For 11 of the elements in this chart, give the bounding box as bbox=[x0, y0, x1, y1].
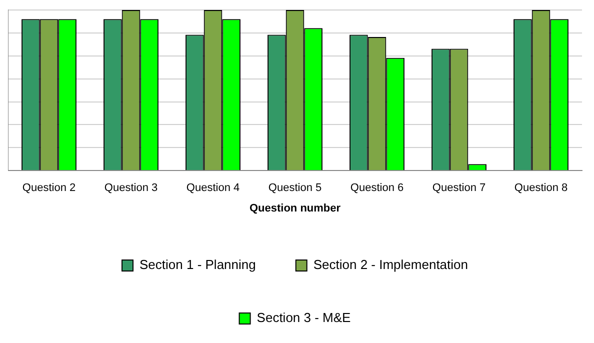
x-tick-label: Question 3 bbox=[104, 182, 158, 194]
x-tick-label: Question 6 bbox=[350, 182, 404, 194]
x-tick-label: Question 2 bbox=[22, 182, 76, 194]
legend-label: Section 3 - M&E bbox=[256, 310, 352, 326]
legend-label: Section 1 - Planning bbox=[140, 257, 256, 272]
x-tick-label: Question 7 bbox=[432, 182, 486, 194]
x-tick-label: Question 8 bbox=[514, 182, 568, 194]
x-tick-label: Question 4 bbox=[186, 182, 240, 194]
x-axis-title: Question number bbox=[249, 202, 342, 214]
legend-label: Section 2 - Implementation bbox=[313, 257, 468, 272]
x-tick-label: Question 5 bbox=[268, 182, 322, 194]
